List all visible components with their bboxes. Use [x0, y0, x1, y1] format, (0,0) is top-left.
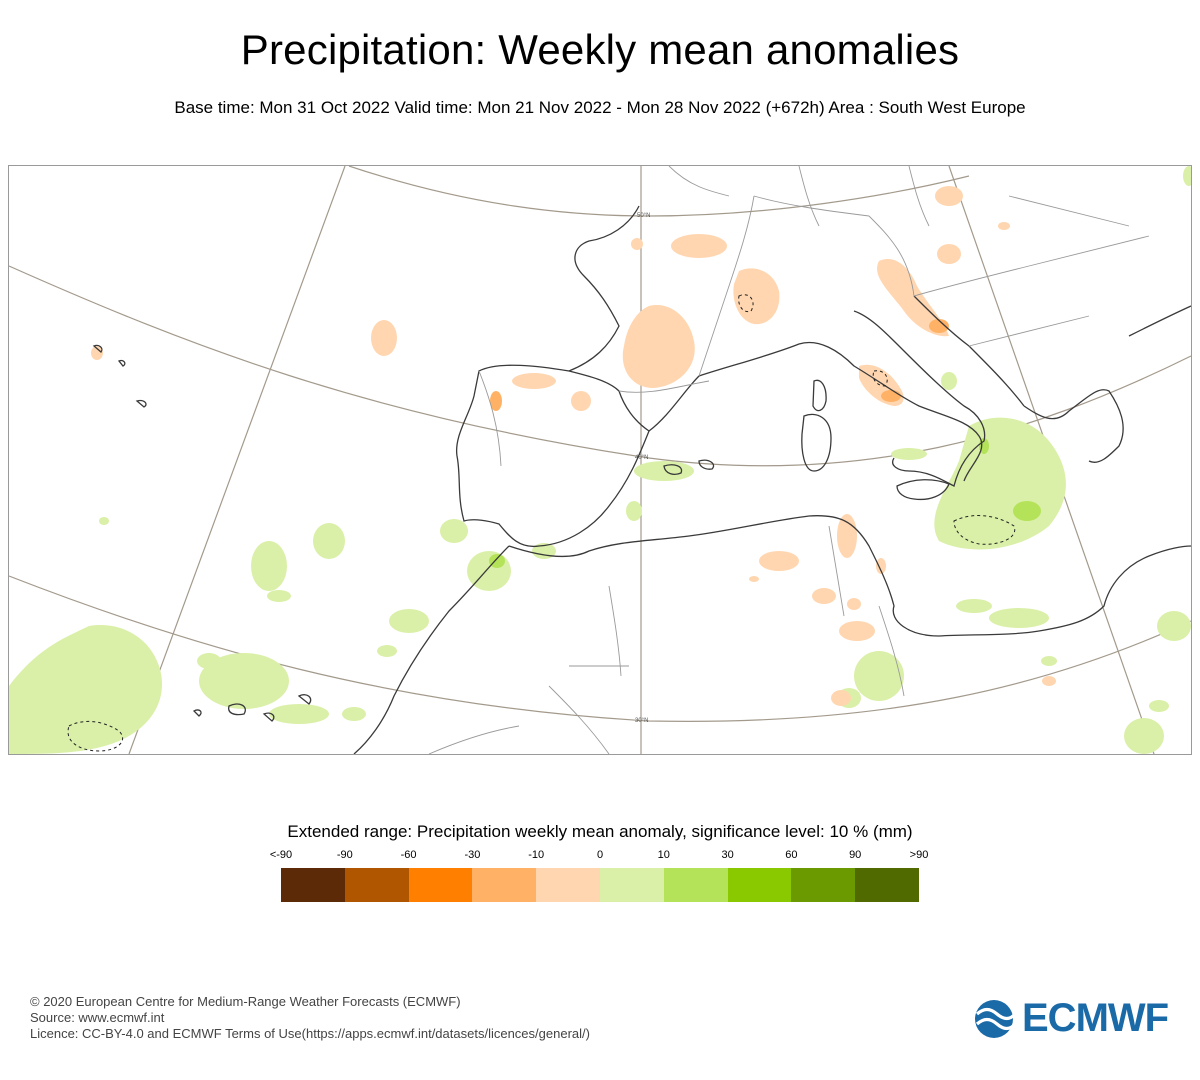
legend-swatch-1	[344, 868, 409, 902]
legend-labels: <-90 -90 -60 -30 -10 0 10 30 60 90 >90	[270, 849, 929, 863]
lat-label-50: 50°N	[637, 213, 650, 219]
legend-swatch-6	[663, 868, 728, 902]
legend-label: <-90	[269, 849, 293, 861]
coastlines	[92, 205, 1191, 754]
lat-label-30: 30°N	[635, 718, 648, 724]
legend-swatch-0	[281, 868, 345, 902]
legend-label: -10	[528, 849, 545, 861]
moderate-negative-anomaly-areas	[490, 319, 949, 411]
legend-label: 60	[785, 849, 798, 861]
legend-swatch-9	[855, 868, 919, 902]
legend-swatch-8	[791, 868, 856, 902]
legend-swatch-4	[536, 868, 600, 902]
legend-label: -90	[336, 849, 353, 861]
legend-label: 90	[849, 849, 862, 861]
ecmwf-logo-icon	[975, 1000, 1017, 1038]
logo-text: ECMWF	[1022, 996, 1169, 1040]
legend-label: >90	[909, 849, 929, 861]
map-panel: 50°N 40°N 30°N	[8, 165, 1192, 755]
legend-label: -30	[464, 849, 481, 861]
legend-label: 0	[596, 849, 604, 861]
legend-color-bar	[281, 868, 919, 902]
country-borders	[428, 166, 1150, 754]
legend-swatch-2	[408, 868, 473, 902]
map-subtitle: Base time: Mon 31 Oct 2022 Valid time: M…	[174, 98, 1026, 117]
legend-swatch-5	[599, 868, 664, 902]
licence-text: Licence: CC-BY-4.0 and ECMWF Terms of Us…	[30, 1026, 590, 1041]
lat-label-40: 40°N	[635, 455, 648, 461]
legend-title: Extended range: Precipitation weekly mea…	[287, 822, 913, 841]
legend-swatch-3	[472, 868, 537, 902]
legend-swatch-7	[727, 868, 792, 902]
anomaly-map: 50°N 40°N 30°N	[9, 166, 1191, 754]
copyright-text: © 2020 European Centre for Medium-Range …	[30, 994, 461, 1009]
legend-label: 10	[657, 849, 670, 861]
negative-anomaly-areas	[91, 186, 1056, 706]
legend-label: -60	[400, 849, 417, 861]
source-text: Source: www.ecmwf.int	[30, 1010, 165, 1025]
footer: © 2020 European Centre for Medium-Range …	[30, 994, 590, 1042]
legend-label: 30	[721, 849, 734, 861]
significance-contours	[67, 294, 1016, 752]
map-title: Precipitation: Weekly mean anomalies	[240, 26, 960, 73]
strong-positive-anomaly-areas	[489, 438, 1041, 568]
